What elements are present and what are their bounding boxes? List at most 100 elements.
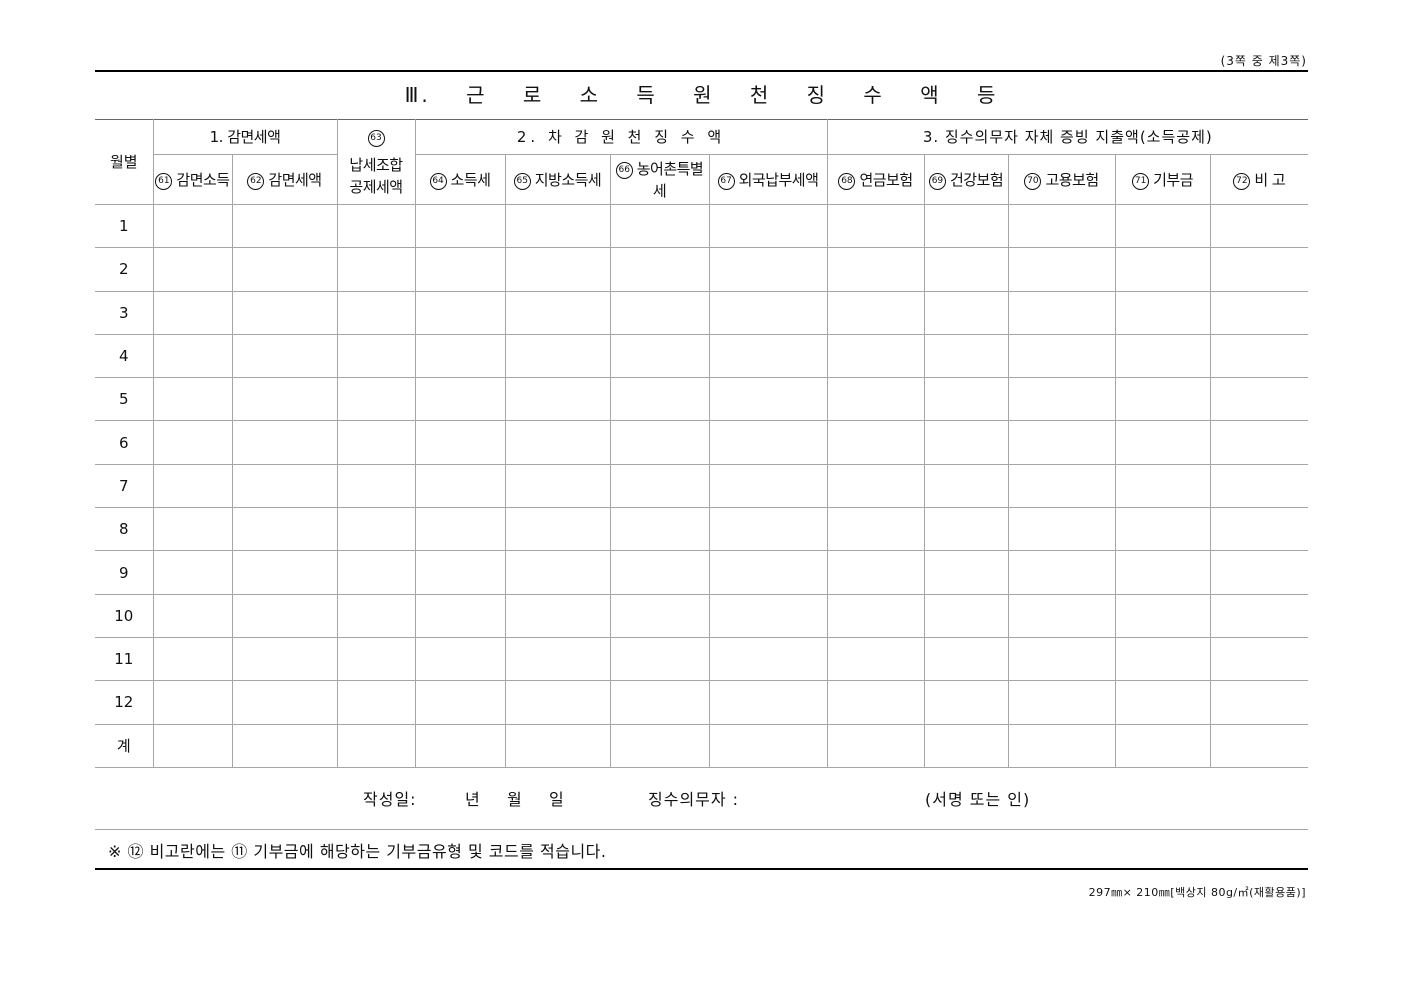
entry-cell[interactable] [504, 203, 611, 249]
entry-cell[interactable] [708, 333, 828, 379]
entry-cell[interactable] [336, 333, 416, 379]
entry-cell[interactable] [414, 203, 506, 249]
entry-cell[interactable] [231, 723, 338, 768]
entry-cell[interactable] [826, 593, 925, 638]
entry-cell[interactable] [826, 636, 925, 682]
entry-cell[interactable] [231, 593, 338, 638]
entry-cell[interactable] [152, 377, 233, 422]
entry-cell[interactable] [152, 507, 233, 552]
entry-cell[interactable] [152, 680, 233, 725]
entry-cell[interactable] [923, 507, 1009, 552]
entry-cell[interactable] [152, 550, 233, 595]
entry-cell[interactable] [231, 636, 338, 682]
entry-cell[interactable] [609, 290, 710, 335]
entry-cell[interactable] [414, 593, 506, 638]
entry-cell[interactable] [152, 420, 233, 465]
entry-cell[interactable] [1209, 507, 1309, 552]
entry-cell[interactable] [923, 377, 1009, 422]
entry-cell[interactable] [708, 550, 828, 595]
entry-cell[interactable] [708, 680, 828, 725]
entry-cell[interactable] [1007, 723, 1116, 768]
entry-cell[interactable] [231, 247, 338, 292]
entry-cell[interactable] [708, 723, 828, 768]
entry-cell[interactable] [414, 247, 506, 292]
entry-cell[interactable] [826, 550, 925, 595]
entry-cell[interactable] [826, 680, 925, 725]
entry-cell[interactable] [1114, 550, 1211, 595]
entry-cell[interactable] [923, 463, 1009, 509]
entry-cell[interactable] [414, 550, 506, 595]
entry-cell[interactable] [708, 203, 828, 249]
entry-cell[interactable] [1114, 593, 1211, 638]
entry-cell[interactable] [336, 290, 416, 335]
entry-cell[interactable] [414, 463, 506, 509]
entry-cell[interactable] [609, 636, 710, 682]
entry-cell[interactable] [504, 680, 611, 725]
entry-cell[interactable] [1007, 377, 1116, 422]
entry-cell[interactable] [609, 550, 710, 595]
entry-cell[interactable] [414, 290, 506, 335]
entry-cell[interactable] [504, 377, 611, 422]
entry-cell[interactable] [923, 420, 1009, 465]
entry-cell[interactable] [1007, 333, 1116, 379]
entry-cell[interactable] [1007, 680, 1116, 725]
entry-cell[interactable] [609, 723, 710, 768]
entry-cell[interactable] [923, 290, 1009, 335]
entry-cell[interactable] [1007, 636, 1116, 682]
entry-cell[interactable] [1209, 247, 1309, 292]
entry-cell[interactable] [1209, 420, 1309, 465]
entry-cell[interactable] [504, 420, 611, 465]
entry-cell[interactable] [504, 636, 611, 682]
entry-cell[interactable] [1114, 507, 1211, 552]
entry-cell[interactable] [708, 636, 828, 682]
entry-cell[interactable] [414, 680, 506, 725]
entry-cell[interactable] [414, 420, 506, 465]
entry-cell[interactable] [504, 723, 611, 768]
entry-cell[interactable] [414, 333, 506, 379]
entry-cell[interactable] [609, 507, 710, 552]
entry-cell[interactable] [609, 680, 710, 725]
entry-cell[interactable] [1209, 593, 1309, 638]
entry-cell[interactable] [1007, 420, 1116, 465]
entry-cell[interactable] [504, 463, 611, 509]
entry-cell[interactable] [1007, 463, 1116, 509]
entry-cell[interactable] [231, 290, 338, 335]
entry-cell[interactable] [826, 507, 925, 552]
entry-cell[interactable] [1209, 203, 1309, 249]
entry-cell[interactable] [336, 463, 416, 509]
entry-cell[interactable] [152, 463, 233, 509]
entry-cell[interactable] [152, 723, 233, 768]
entry-cell[interactable] [504, 247, 611, 292]
entry-cell[interactable] [923, 203, 1009, 249]
entry-cell[interactable] [708, 593, 828, 638]
entry-cell[interactable] [826, 723, 925, 768]
entry-cell[interactable] [414, 636, 506, 682]
entry-cell[interactable] [1114, 420, 1211, 465]
entry-cell[interactable] [826, 420, 925, 465]
entry-cell[interactable] [231, 463, 338, 509]
entry-cell[interactable] [336, 636, 416, 682]
entry-cell[interactable] [504, 593, 611, 638]
entry-cell[interactable] [826, 463, 925, 509]
entry-cell[interactable] [1114, 463, 1211, 509]
entry-cell[interactable] [923, 636, 1009, 682]
entry-cell[interactable] [336, 377, 416, 422]
entry-cell[interactable] [231, 680, 338, 725]
entry-cell[interactable] [1114, 723, 1211, 768]
entry-cell[interactable] [414, 507, 506, 552]
entry-cell[interactable] [1007, 290, 1116, 335]
entry-cell[interactable] [1114, 203, 1211, 249]
entry-cell[interactable] [1209, 290, 1309, 335]
entry-cell[interactable] [1114, 333, 1211, 379]
entry-cell[interactable] [1114, 290, 1211, 335]
entry-cell[interactable] [923, 333, 1009, 379]
entry-cell[interactable] [231, 507, 338, 552]
entry-cell[interactable] [336, 247, 416, 292]
entry-cell[interactable] [923, 723, 1009, 768]
entry-cell[interactable] [152, 203, 233, 249]
entry-cell[interactable] [504, 290, 611, 335]
entry-cell[interactable] [1007, 203, 1116, 249]
entry-cell[interactable] [1209, 463, 1309, 509]
entry-cell[interactable] [1007, 593, 1116, 638]
entry-cell[interactable] [414, 723, 506, 768]
